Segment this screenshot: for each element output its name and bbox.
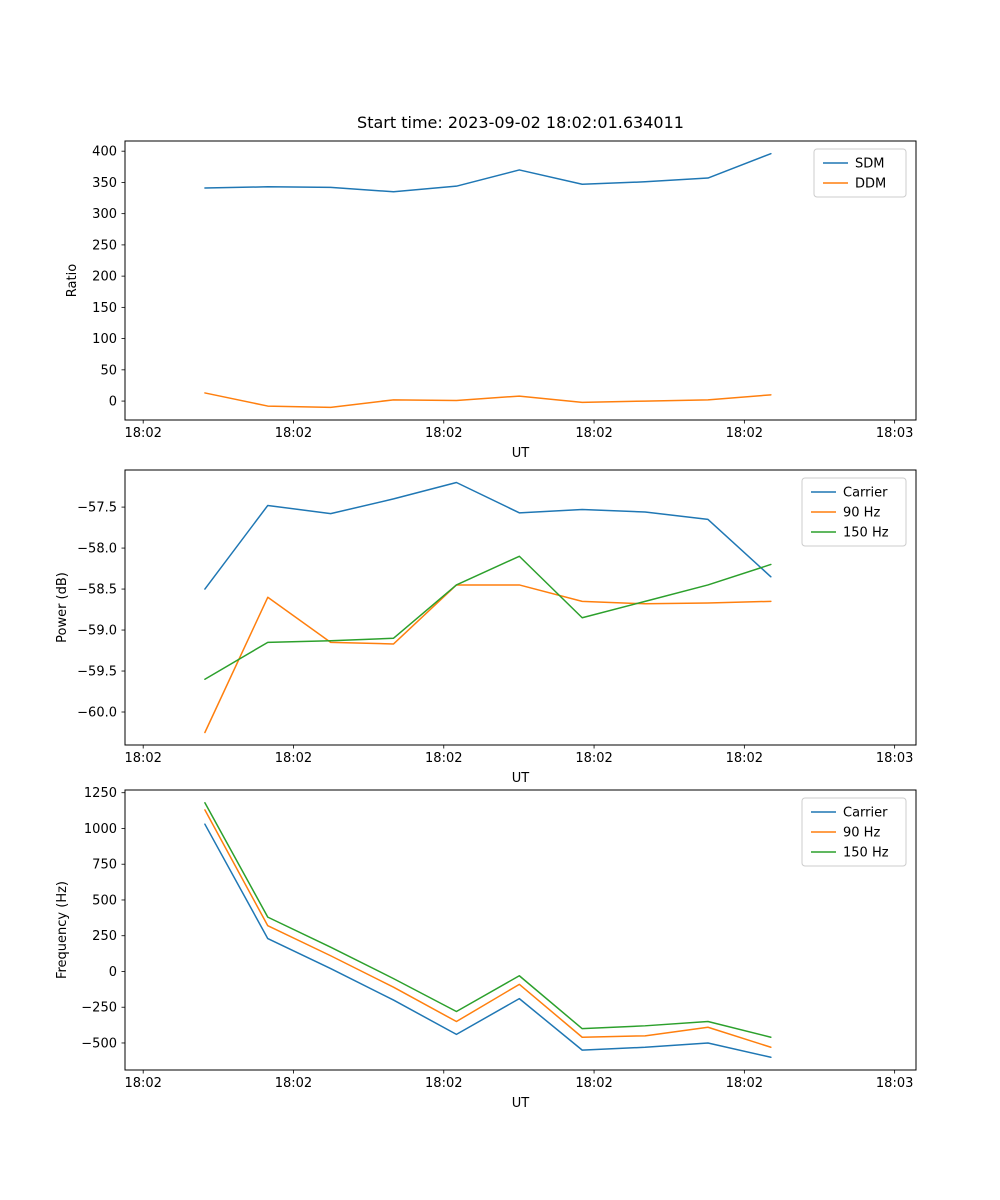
power-y-tick-label: −59.5 (77, 665, 117, 680)
ratio-xlabel: UT (512, 446, 530, 461)
ratio-ylabel: Ratio (65, 264, 80, 297)
frequency-series-150-hz (204, 801, 772, 1039)
frequency-y-tick-label: −250 (81, 1001, 117, 1016)
ratio-series-ddm (204, 392, 772, 409)
legend-label-150-hz: 150 Hz (843, 846, 889, 861)
frequency-y-tick-label: 250 (92, 929, 117, 944)
ratio-y-tick-label: 200 (92, 270, 117, 285)
ratio-chart: 18:02 18:02 18:02 18:02 18:02 18:03 0 50 100 150 2… (65, 140, 917, 461)
power-xlabel: UT (512, 771, 530, 786)
frequency-x-tick-label: 18:03 (876, 1076, 913, 1091)
ratio-y-tick-label: 0 (109, 395, 117, 410)
ratio-series-sdm (204, 152, 772, 193)
frequency-axes (124, 789, 917, 1071)
power-y-tick-label: −60.0 (77, 706, 117, 721)
power-series-90-hz (204, 584, 772, 734)
ratio-legend-box (813, 148, 907, 198)
power-axes (124, 469, 917, 746)
frequency-y-tick-label: 1250 (84, 786, 117, 801)
ratio-y-tick-label: 50 (100, 363, 117, 378)
power-y-tick-label: −58.0 (77, 542, 117, 557)
frequency-y-tick-label: 500 (92, 893, 117, 908)
power-y-tick-label: −58.5 (77, 583, 117, 598)
power-y-tick-label: −57.5 (77, 501, 117, 516)
frequency-y-tick-label: −500 (81, 1036, 117, 1051)
legend-label-carrier: Carrier (843, 486, 888, 501)
frequency-x-tick-label: 18:02 (726, 1076, 763, 1091)
power-series-carrier (204, 481, 772, 590)
power-legend-box (801, 477, 907, 547)
power-x-tick-label: 18:02 (726, 751, 763, 766)
power-x-tick-label: 18:02 (425, 751, 462, 766)
frequency-ylabel: Frequency (Hz) (55, 881, 70, 979)
frequency-xlabel: UT (512, 1096, 530, 1111)
power-chart: 18:02 18:02 18:02 18:02 18:02 18:03 −60.0 −59.5… (55, 469, 917, 786)
ratio-legend: SDM DDM (813, 148, 907, 198)
legend-label-90-hz: 90 Hz (843, 826, 880, 841)
power-legend: Carrier 90 Hz 150 Hz (801, 477, 907, 547)
ratio-y-tick-label: 250 (92, 238, 117, 253)
power-series-150-hz (204, 555, 772, 680)
ratio-y-tick-label: 300 (92, 207, 117, 222)
ratio-y-tick-label: 150 (92, 301, 117, 316)
frequency-y-tick-label: 0 (109, 965, 117, 980)
frequency-y-tick-label: 750 (92, 858, 117, 873)
frequency-series-carrier (204, 823, 772, 1059)
frequency-x-tick-label: 18:02 (575, 1076, 612, 1091)
ratio-axes (124, 140, 917, 421)
ratio-x-tick-label: 18:03 (876, 426, 913, 441)
ratio-x-tick-label: 18:02 (425, 426, 462, 441)
power-x-tick-label: 18:02 (575, 751, 612, 766)
frequency-legend: Carrier 90 Hz 150 Hz (801, 797, 907, 867)
legend-label-150-hz: 150 Hz (843, 526, 889, 541)
frequency-legend-box (801, 797, 907, 867)
legend-label-sdm: SDM (855, 157, 884, 172)
ratio-x-tick-label: 18:02 (124, 426, 161, 441)
ratio-y-tick-label: 100 (92, 332, 117, 347)
frequency-x-tick-label: 18:02 (425, 1076, 462, 1091)
power-x-tick-label: 18:02 (124, 751, 161, 766)
legend-label-90-hz: 90 Hz (843, 506, 880, 521)
frequency-y-tick-label: 1000 (84, 822, 117, 837)
power-x-tick-label: 18:03 (876, 751, 913, 766)
ratio-x-tick-label: 18:02 (275, 426, 312, 441)
frequency-chart: 18:02 18:02 18:02 18:02 18:02 18:03 −500 −250 0 2… (55, 786, 917, 1111)
frequency-series-90-hz (204, 809, 772, 1049)
frequency-x-tick-label: 18:02 (275, 1076, 312, 1091)
legend-label-carrier: Carrier (843, 806, 888, 821)
chart-title: Start time: 2023-09-02 18:02:01.634011 (357, 113, 684, 132)
frequency-x-tick-label: 18:02 (124, 1076, 161, 1091)
legend-label-ddm: DDM (855, 177, 886, 192)
ratio-x-tick-label: 18:02 (575, 426, 612, 441)
power-y-tick-label: −59.0 (77, 624, 117, 639)
ratio-x-tick-label: 18:02 (726, 426, 763, 441)
ratio-y-tick-label: 350 (92, 176, 117, 191)
power-ylabel: Power (dB) (55, 572, 70, 643)
power-x-tick-label: 18:02 (275, 751, 312, 766)
ratio-y-tick-label: 400 (92, 145, 117, 160)
